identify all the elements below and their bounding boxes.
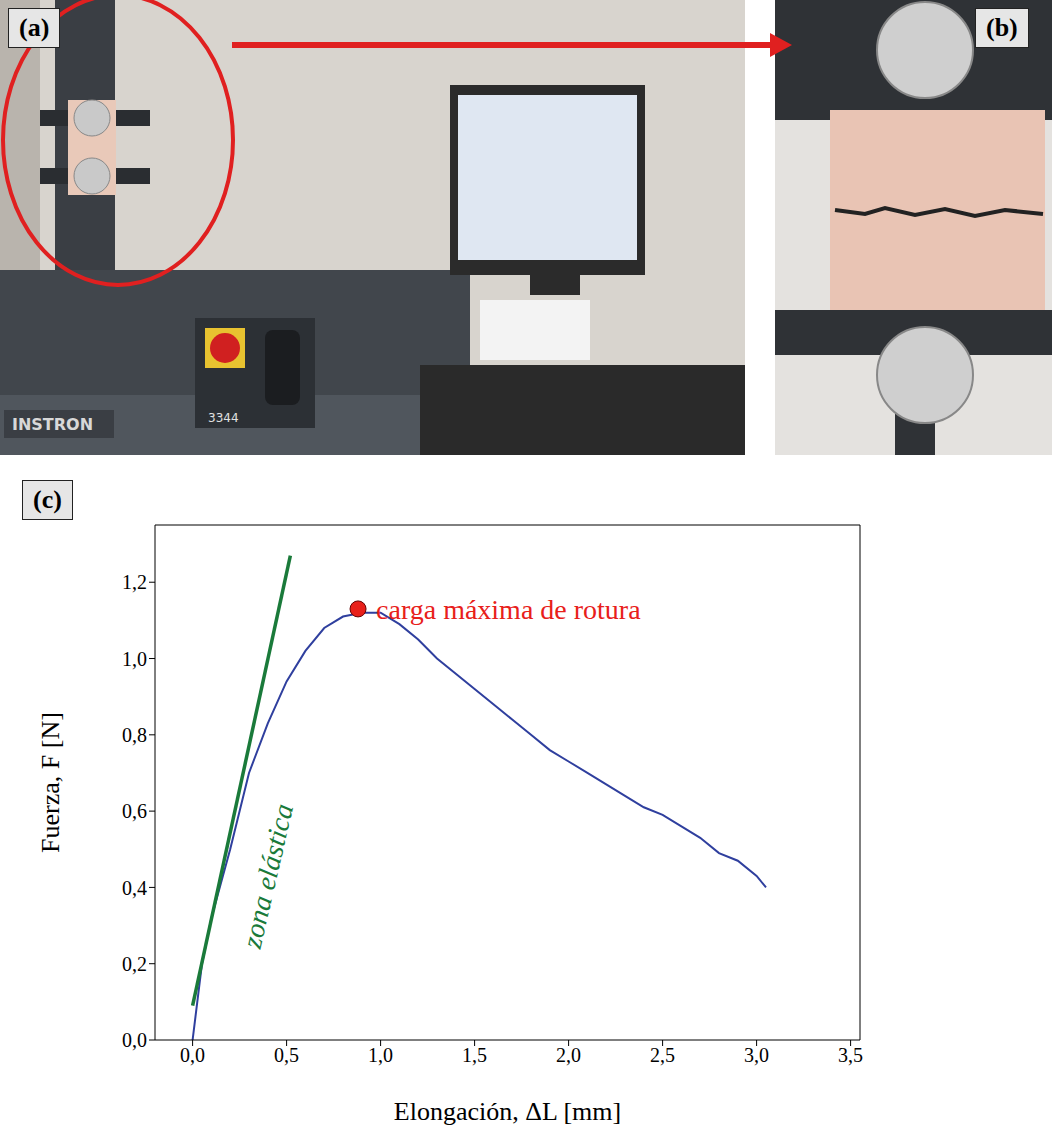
svg-text:1,5: 1,5 bbox=[462, 1044, 487, 1066]
svg-text:Fuerza, F [N]: Fuerza, F [N] bbox=[36, 712, 65, 853]
svg-text:carga máxima de rotura: carga máxima de rotura bbox=[376, 594, 641, 625]
svg-text:0,6: 0,6 bbox=[122, 800, 147, 822]
html-text:(c): (c) bbox=[33, 485, 62, 514]
svg-text:0,0: 0,0 bbox=[122, 1029, 147, 1051]
svg-text:3344: 3344 bbox=[208, 411, 239, 425]
svg-text:1,2: 1,2 bbox=[122, 571, 147, 593]
svg-text:1,0: 1,0 bbox=[368, 1044, 393, 1066]
html-text:zona elástica: zona elástica bbox=[235, 800, 300, 951]
svg-text:0,4: 0,4 bbox=[122, 877, 147, 899]
svg-text:INSTRON: INSTRON bbox=[12, 415, 93, 434]
svg-text:0,8: 0,8 bbox=[122, 724, 147, 746]
svg-text:Elongación, ΔL [mm]: Elongación, ΔL [mm] bbox=[394, 1097, 621, 1126]
html-text:(b): (b) bbox=[986, 13, 1018, 42]
svg-text:3,5: 3,5 bbox=[838, 1044, 863, 1066]
svg-text:0,0: 0,0 bbox=[180, 1044, 205, 1066]
svg-text:1,0: 1,0 bbox=[122, 648, 147, 670]
svg-text:2,0: 2,0 bbox=[556, 1044, 581, 1066]
svg-text:3,0: 3,0 bbox=[744, 1044, 769, 1066]
svg-text:0,2: 0,2 bbox=[122, 953, 147, 975]
svg-text:0,5: 0,5 bbox=[274, 1044, 299, 1066]
svg-text:2,5: 2,5 bbox=[650, 1044, 675, 1066]
html-text:(a): (a) bbox=[19, 13, 50, 42]
